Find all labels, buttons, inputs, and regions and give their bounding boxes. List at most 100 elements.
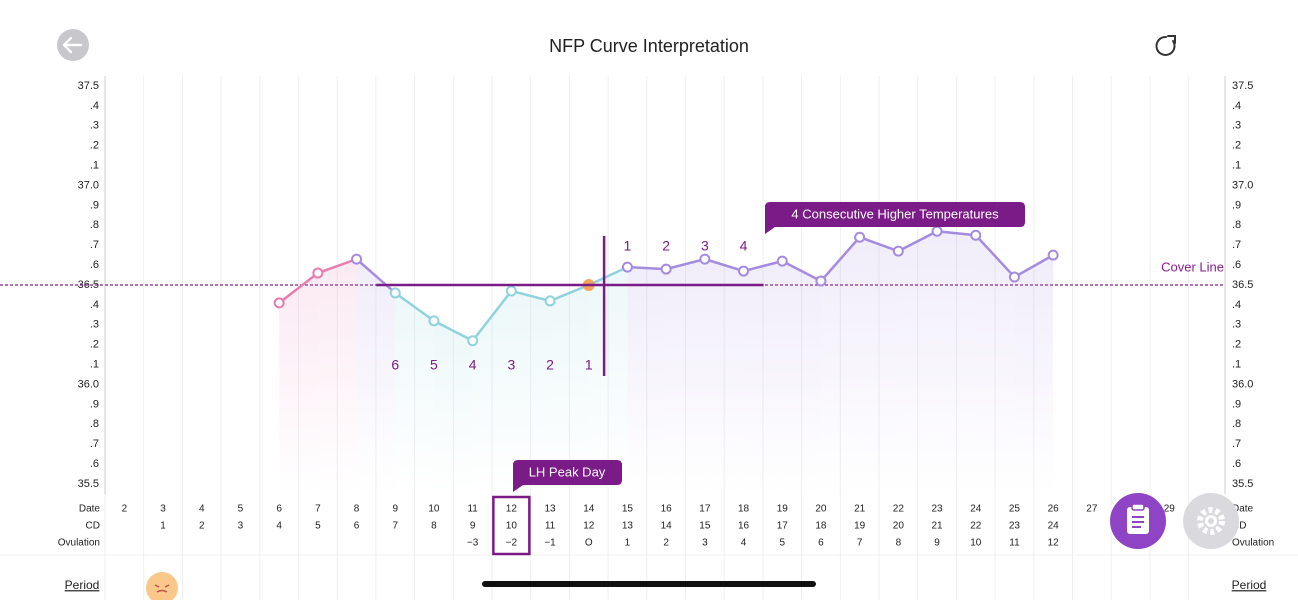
- temp-point: [273, 297, 285, 309]
- cd-label: 21: [931, 521, 943, 532]
- cd-label: 16: [738, 521, 750, 532]
- y2-tick-label: .9: [1232, 199, 1241, 211]
- date-label: 17: [699, 504, 711, 515]
- date-label: 15: [622, 504, 634, 515]
- row-label: Date: [1232, 504, 1254, 515]
- line-segment: [317, 257, 357, 275]
- high-count: 2: [662, 238, 670, 254]
- period-link[interactable]: Period: [65, 578, 100, 592]
- back-arrow: [62, 36, 83, 54]
- y-tick-label: .8: [90, 418, 99, 430]
- temp-point: [1008, 271, 1020, 283]
- temp-point: [505, 285, 517, 297]
- back-button[interactable]: [57, 29, 89, 61]
- temp-point: [854, 231, 866, 243]
- date-label: 14: [583, 504, 595, 515]
- area-segment: [317, 259, 357, 494]
- line-segment: [278, 272, 319, 304]
- row-label: Ovulation: [1232, 538, 1274, 549]
- y2-tick-label: .2: [1232, 140, 1241, 152]
- date-label: 24: [970, 504, 982, 515]
- y-tick-label: .9: [90, 398, 99, 410]
- high-count: 1: [624, 238, 632, 254]
- line-segment: [936, 230, 976, 237]
- y-tick-label: .6: [90, 458, 99, 470]
- y-tick-label: 36.0: [78, 378, 99, 390]
- y2-tick-label: .9: [1232, 398, 1241, 410]
- date-label: 29: [1164, 504, 1176, 515]
- line-segment: [549, 283, 590, 303]
- area-segment: [433, 320, 473, 494]
- temp-point: [621, 261, 633, 273]
- area-segment: [588, 267, 628, 494]
- date-label: 4: [199, 504, 205, 515]
- y2-tick-label: .8: [1232, 418, 1241, 430]
- settings-gear: [1197, 507, 1225, 535]
- lh-label: LH Peak Day: [529, 464, 606, 479]
- y2-tick-label: 37.0: [1232, 179, 1253, 191]
- line-segment: [588, 265, 628, 287]
- y2-tick-label: .7: [1232, 239, 1241, 251]
- cd-label: 24: [1048, 521, 1060, 532]
- area-segment: [511, 290, 551, 494]
- line-segment: [820, 236, 861, 282]
- y2-tick-label: .6: [1232, 458, 1241, 470]
- high-count: 4: [740, 238, 748, 254]
- home-indicator: [482, 581, 816, 587]
- cd-label: 22: [970, 521, 982, 532]
- temp-point: [699, 253, 711, 265]
- y-tick-label: .3: [90, 319, 99, 331]
- temp-point: [660, 263, 672, 275]
- cd-label: 8: [431, 521, 437, 532]
- area-segment: [279, 273, 318, 494]
- y2-tick-label: 37.5: [1232, 80, 1253, 92]
- settings-button[interactable]: [1183, 493, 1239, 549]
- cover-line-label: Cover Line: [1161, 259, 1224, 274]
- temp-point: [776, 255, 788, 267]
- cd-label: 4: [276, 521, 282, 532]
- y-tick-label: .7: [90, 239, 99, 251]
- line-segment: [394, 291, 435, 322]
- date-label: 2: [122, 504, 128, 515]
- y-tick-label: 36.5: [78, 279, 99, 291]
- notes-lines: [1132, 516, 1144, 528]
- line-segment: [433, 319, 474, 342]
- y-tick-label: 37.0: [78, 179, 99, 191]
- notes-icon: [1127, 507, 1149, 534]
- refresh-button[interactable]: [1155, 35, 1176, 56]
- low-count: 1: [585, 357, 593, 373]
- notes-button[interactable]: [1110, 493, 1166, 549]
- low-count: 5: [430, 357, 438, 373]
- date-label: 27: [1086, 504, 1098, 515]
- y-tick-label: .7: [90, 438, 99, 450]
- date-label: 16: [661, 504, 673, 515]
- lines: [278, 230, 1054, 342]
- y-tick-label: .4: [90, 100, 99, 112]
- temp-point: [931, 225, 943, 237]
- higher-label: 4 Consecutive Higher Temperatures: [791, 206, 999, 221]
- y-tick-label: .9: [90, 199, 99, 211]
- points: [273, 225, 1059, 347]
- y2-tick-label: .3: [1232, 120, 1241, 132]
- cd-label: 3: [238, 521, 244, 532]
- period-link[interactable]: Period: [1232, 578, 1267, 592]
- line-segment: [627, 265, 667, 271]
- ovulation-label: 2: [663, 538, 669, 549]
- y-tick-label: .3: [90, 120, 99, 132]
- higher-bubble: [765, 202, 1025, 234]
- cd-label: 11: [545, 521, 556, 532]
- date-label: 7: [315, 504, 321, 515]
- line-segment: [511, 289, 551, 303]
- line-segment: [974, 234, 1016, 278]
- date-label: 6: [276, 504, 282, 515]
- y-tick-label: 35.5: [78, 478, 99, 490]
- y2-tick-label: .3: [1232, 319, 1241, 331]
- area-segment: [472, 290, 512, 494]
- area-segment: [898, 231, 938, 494]
- cd-label: 19: [854, 521, 866, 532]
- date-label: 23: [931, 504, 943, 515]
- y-tick-label: .2: [90, 339, 99, 351]
- ovulation-label: O: [585, 538, 593, 549]
- date-label: 20: [815, 504, 827, 515]
